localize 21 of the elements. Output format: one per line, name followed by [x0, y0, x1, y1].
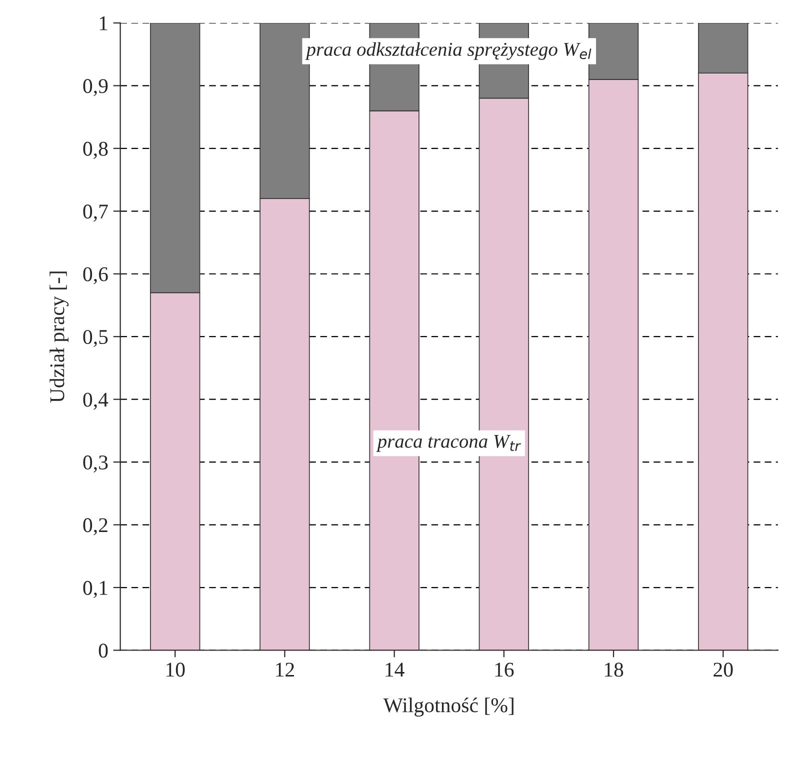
y-tick-label: 1 [100, 16, 108, 30]
x-tick-label: 14 [386, 662, 404, 677]
y-tick-label: 0,4 [83, 392, 108, 410]
y-tick-label: 0 [98, 644, 108, 658]
x-tick-label: 12 [276, 662, 294, 677]
x-tick-label: 18 [604, 662, 624, 677]
y-axis-title: Udział pracy [-] [50, 272, 69, 403]
y-tick-label: 0,2 [83, 518, 108, 536]
x-axis-title: Wilgotność [%] [383, 698, 514, 717]
y-tick-label: 0,9 [83, 79, 108, 96]
series-label: praca odkształcenia sprężystego W$_{el}$ [305, 42, 592, 60]
x-tick-label: 20 [714, 662, 733, 677]
y-tick-label: 0,6 [83, 267, 108, 284]
y-tick-label: 0,7 [83, 204, 108, 222]
x-tick-label: 10 [166, 662, 185, 677]
series-label: praca tracona W$_{tr}$ [376, 434, 521, 452]
y-tick-label: 0,5 [83, 330, 108, 348]
y-tick-label: 0,8 [83, 142, 108, 159]
x-tick-label: 16 [495, 662, 514, 677]
y-tick-label: 0,3 [83, 455, 108, 472]
y-tick-label: 0,1 [83, 580, 108, 598]
